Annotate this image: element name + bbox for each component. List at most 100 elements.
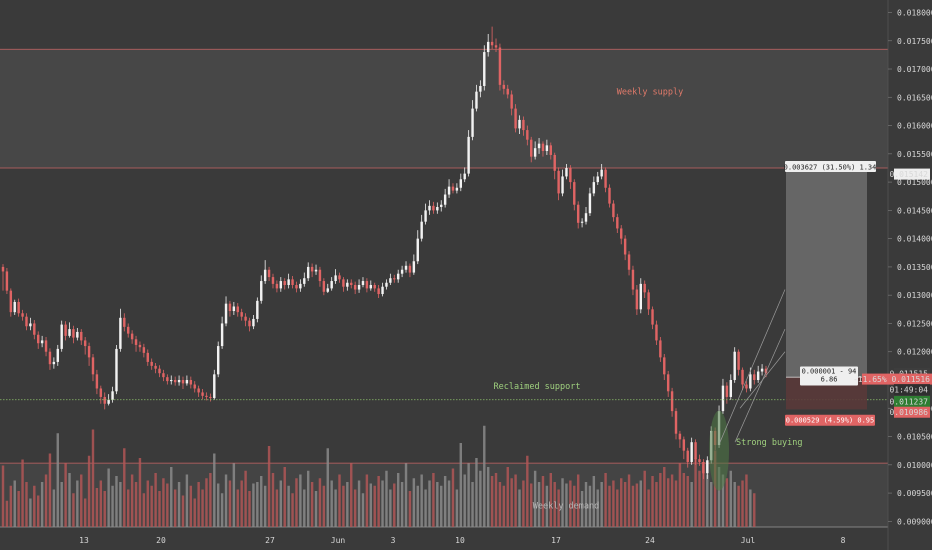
candle-body[interactable] xyxy=(643,283,646,293)
candle-body[interactable] xyxy=(306,266,310,279)
candle-body[interactable] xyxy=(342,279,345,287)
candle-body[interactable] xyxy=(275,283,279,289)
candle-body[interactable] xyxy=(1,266,5,272)
candle-body[interactable] xyxy=(475,91,478,109)
candle-body[interactable] xyxy=(283,281,286,286)
candle-body[interactable] xyxy=(314,269,318,272)
candle-body[interactable] xyxy=(5,271,9,291)
candle-body[interactable] xyxy=(256,300,259,319)
candle-body[interactable] xyxy=(694,442,697,460)
candle-body[interactable] xyxy=(440,204,443,207)
candle-body[interactable] xyxy=(205,395,208,397)
candle-body[interactable] xyxy=(33,323,36,335)
candle-body[interactable] xyxy=(279,281,283,289)
candle-body[interactable] xyxy=(659,340,662,358)
candle-body[interactable] xyxy=(545,145,549,152)
candle-body[interactable] xyxy=(498,47,502,85)
candle-body[interactable] xyxy=(506,88,509,95)
candle-body[interactable] xyxy=(494,45,498,48)
candle-body[interactable] xyxy=(287,279,290,286)
candle-body[interactable] xyxy=(674,411,678,434)
candle-body[interactable] xyxy=(479,85,482,92)
candle-body[interactable] xyxy=(291,279,294,286)
candle-body[interactable] xyxy=(451,186,455,191)
candle-body[interactable] xyxy=(181,379,185,384)
candle-body[interactable] xyxy=(260,281,263,301)
candle-body[interactable] xyxy=(518,119,521,129)
candle-body[interactable] xyxy=(537,143,541,149)
candle-body[interactable] xyxy=(295,285,298,289)
candle-body[interactable] xyxy=(396,273,400,280)
candle-body[interactable] xyxy=(502,84,506,89)
candle-body[interactable] xyxy=(52,361,56,365)
candle-body[interactable] xyxy=(111,391,114,400)
candle-body[interactable] xyxy=(146,352,149,362)
candle-body[interactable] xyxy=(244,316,247,321)
candle-body[interactable] xyxy=(584,213,588,222)
candle-body[interactable] xyxy=(385,282,388,287)
candle-body[interactable] xyxy=(557,170,560,194)
candle-body[interactable] xyxy=(322,281,326,292)
candle-body[interactable] xyxy=(569,167,572,183)
candle-body[interactable] xyxy=(83,340,87,347)
candle-body[interactable] xyxy=(549,145,553,155)
candle-body[interactable] xyxy=(447,186,451,195)
candle-body[interactable] xyxy=(48,351,52,365)
candle-body[interactable] xyxy=(526,130,529,140)
candle-body[interactable] xyxy=(420,221,423,239)
candle-body[interactable] xyxy=(310,266,314,272)
candles-layer[interactable] xyxy=(1,26,768,479)
candle-body[interactable] xyxy=(213,374,216,399)
candle-body[interactable] xyxy=(424,210,427,222)
candle-body[interactable] xyxy=(561,176,564,194)
candle-body[interactable] xyxy=(573,182,576,205)
candle-body[interactable] xyxy=(749,374,752,389)
candle-body[interactable] xyxy=(467,136,470,174)
candle-body[interactable] xyxy=(666,374,670,392)
candle-body[interactable] xyxy=(13,301,16,313)
candle-body[interactable] xyxy=(130,333,134,340)
candle-body[interactable] xyxy=(635,289,639,310)
candle-body[interactable] xyxy=(60,324,63,349)
candle-body[interactable] xyxy=(702,461,705,474)
candle-body[interactable] xyxy=(107,399,110,404)
candle-body[interactable] xyxy=(678,433,682,440)
candle-body[interactable] xyxy=(56,348,59,362)
candle-body[interactable] xyxy=(389,278,392,283)
candle-body[interactable] xyxy=(408,265,412,273)
candle-body[interactable] xyxy=(240,312,243,317)
candle-body[interactable] xyxy=(95,374,99,389)
candle-body[interactable] xyxy=(361,281,365,286)
candle-body[interactable] xyxy=(25,316,28,327)
candle-body[interactable] xyxy=(115,348,118,392)
candle-body[interactable] xyxy=(126,326,130,334)
candle-body[interactable] xyxy=(764,368,768,374)
candle-body[interactable] xyxy=(729,379,732,397)
candle-body[interactable] xyxy=(158,368,161,374)
candle-body[interactable] xyxy=(80,331,83,341)
candle-body[interactable] xyxy=(87,346,91,358)
candle-body[interactable] xyxy=(299,283,302,289)
candle-body[interactable] xyxy=(463,173,466,180)
candle-body[interactable] xyxy=(647,292,650,310)
candle-body[interactable] xyxy=(616,217,619,229)
candle-body[interactable] xyxy=(737,351,740,370)
candle-body[interactable] xyxy=(123,317,126,327)
candle-body[interactable] xyxy=(267,269,271,278)
candle-body[interactable] xyxy=(756,371,760,380)
candle-body[interactable] xyxy=(21,313,24,317)
candle-body[interactable] xyxy=(365,281,369,289)
candle-body[interactable] xyxy=(189,379,193,385)
candle-body[interactable] xyxy=(330,281,333,289)
candle-body[interactable] xyxy=(588,193,592,214)
candle-body[interactable] xyxy=(533,148,537,157)
position-target-area[interactable] xyxy=(786,167,867,378)
candle-body[interactable] xyxy=(334,275,337,282)
candle-body[interactable] xyxy=(154,365,157,369)
candle-body[interactable] xyxy=(745,384,748,389)
candle-body[interactable] xyxy=(600,169,603,177)
candle-body[interactable] xyxy=(138,344,142,348)
candle-body[interactable] xyxy=(580,221,584,223)
candle-body[interactable] xyxy=(428,205,431,211)
candle-body[interactable] xyxy=(68,329,71,336)
